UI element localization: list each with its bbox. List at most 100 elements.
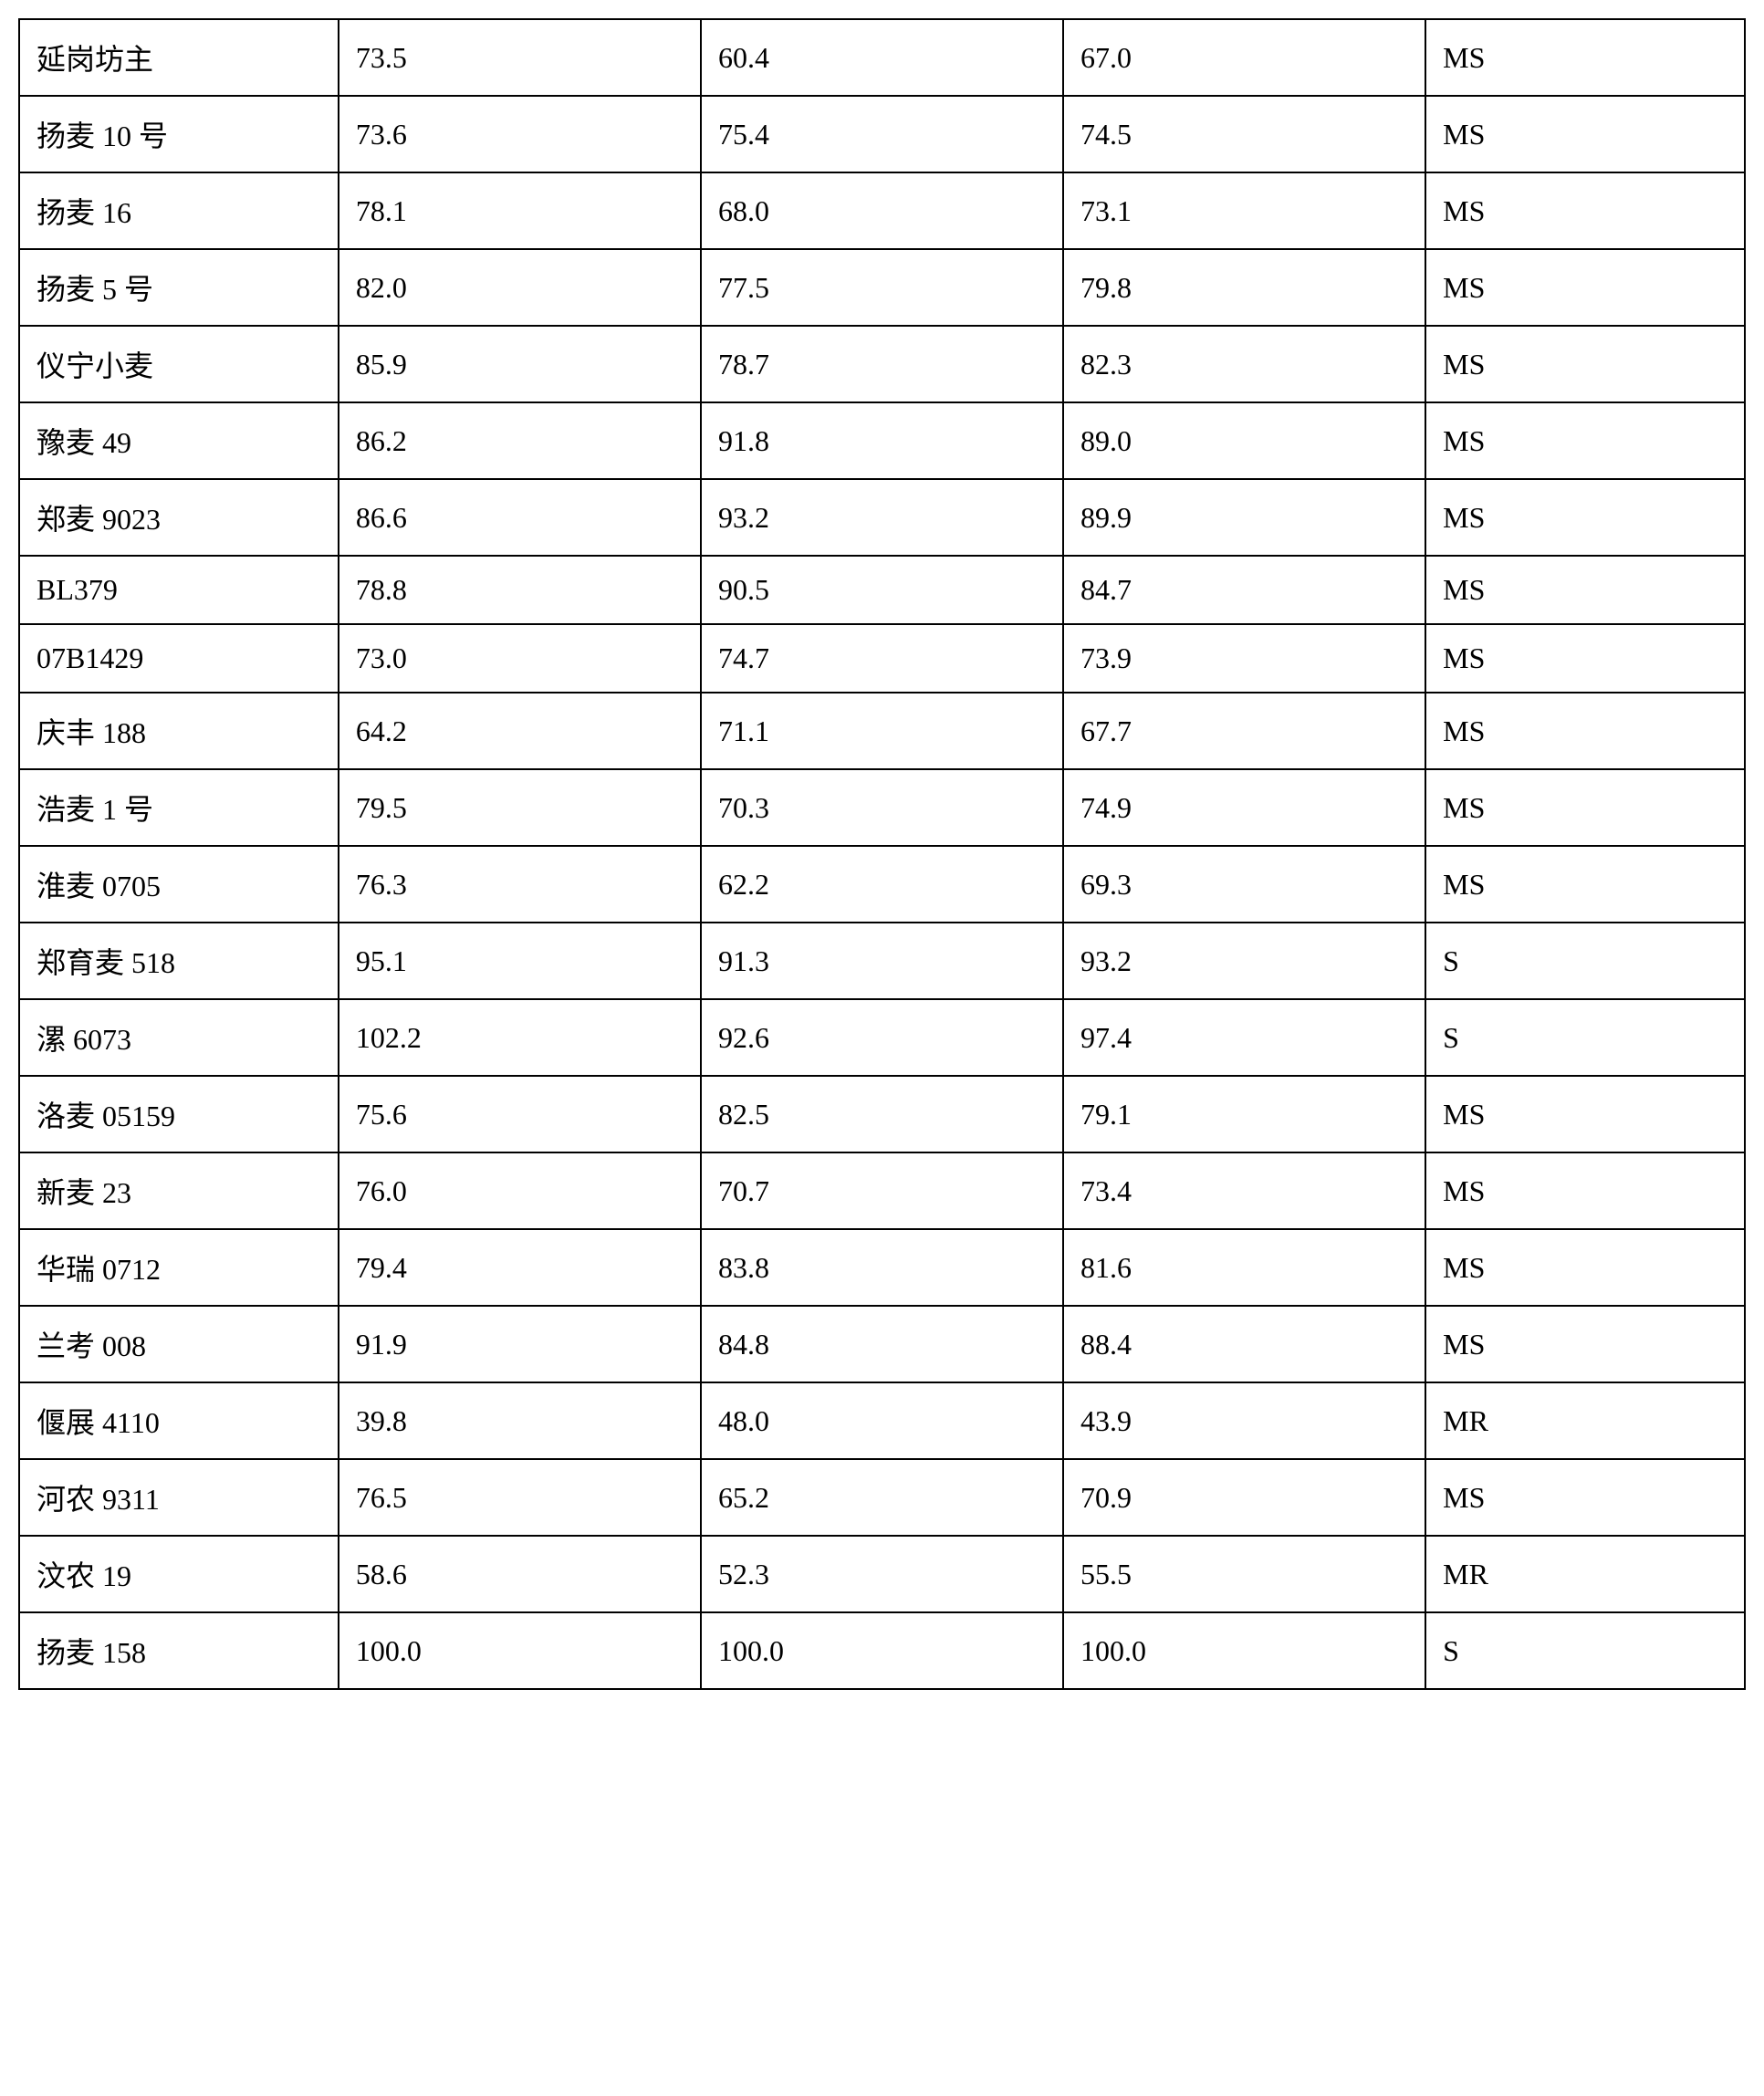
value2-cell: 93.2 (701, 479, 1063, 556)
table-row: 淮麦 070576.362.269.3MS (19, 846, 1745, 923)
name-cell: 华瑞 0712 (19, 1229, 339, 1306)
value1-cell: 95.1 (339, 923, 701, 999)
rating-cell: MS (1425, 769, 1745, 846)
rating-cell: MS (1425, 402, 1745, 479)
table-row: 兰考 00891.984.888.4MS (19, 1306, 1745, 1382)
value3-cell: 67.0 (1063, 19, 1425, 96)
value2-cell: 84.8 (701, 1306, 1063, 1382)
value1-cell: 102.2 (339, 999, 701, 1076)
table-row: 郑育麦 51895.191.393.2S (19, 923, 1745, 999)
value3-cell: 79.8 (1063, 249, 1425, 326)
value3-cell: 84.7 (1063, 556, 1425, 624)
rating-cell: MS (1425, 96, 1745, 172)
table-row: 浩麦 1 号79.570.374.9MS (19, 769, 1745, 846)
value3-cell: 88.4 (1063, 1306, 1425, 1382)
value2-cell: 91.3 (701, 923, 1063, 999)
name-cell: 偃展 4110 (19, 1382, 339, 1459)
name-cell: 漯 6073 (19, 999, 339, 1076)
rating-cell: MS (1425, 172, 1745, 249)
name-cell: 淮麦 0705 (19, 846, 339, 923)
table-row: 延岗坊主73.560.467.0MS (19, 19, 1745, 96)
rating-cell: MR (1425, 1536, 1745, 1612)
value3-cell: 93.2 (1063, 923, 1425, 999)
table-row: 豫麦 4986.291.889.0MS (19, 402, 1745, 479)
name-cell: 洛麦 05159 (19, 1076, 339, 1152)
value1-cell: 78.1 (339, 172, 701, 249)
table-row: 扬麦 10 号73.675.474.5MS (19, 96, 1745, 172)
name-cell: 河农 9311 (19, 1459, 339, 1536)
rating-cell: MS (1425, 1229, 1745, 1306)
value1-cell: 58.6 (339, 1536, 701, 1612)
value2-cell: 77.5 (701, 249, 1063, 326)
value3-cell: 100.0 (1063, 1612, 1425, 1689)
value2-cell: 74.7 (701, 624, 1063, 693)
value1-cell: 73.0 (339, 624, 701, 693)
table-row: 庆丰 18864.271.167.7MS (19, 693, 1745, 769)
table-row: 洛麦 0515975.682.579.1MS (19, 1076, 1745, 1152)
rating-cell: MS (1425, 846, 1745, 923)
value1-cell: 39.8 (339, 1382, 701, 1459)
value3-cell: 79.1 (1063, 1076, 1425, 1152)
value3-cell: 97.4 (1063, 999, 1425, 1076)
value3-cell: 67.7 (1063, 693, 1425, 769)
value3-cell: 55.5 (1063, 1536, 1425, 1612)
table-row: 华瑞 071279.483.881.6MS (19, 1229, 1745, 1306)
value1-cell: 73.5 (339, 19, 701, 96)
value1-cell: 100.0 (339, 1612, 701, 1689)
rating-cell: MS (1425, 1459, 1745, 1536)
rating-cell: S (1425, 999, 1745, 1076)
rating-cell: S (1425, 923, 1745, 999)
name-cell: 扬麦 5 号 (19, 249, 339, 326)
value2-cell: 92.6 (701, 999, 1063, 1076)
rating-cell: MS (1425, 326, 1745, 402)
table-row: 仪宁小麦85.978.782.3MS (19, 326, 1745, 402)
name-cell: 仪宁小麦 (19, 326, 339, 402)
name-cell: BL379 (19, 556, 339, 624)
value1-cell: 76.0 (339, 1152, 701, 1229)
name-cell: 扬麦 158 (19, 1612, 339, 1689)
name-cell: 庆丰 188 (19, 693, 339, 769)
value1-cell: 73.6 (339, 96, 701, 172)
value1-cell: 76.5 (339, 1459, 701, 1536)
rating-cell: MS (1425, 1306, 1745, 1382)
name-cell: 汶农 19 (19, 1536, 339, 1612)
table-body: 延岗坊主73.560.467.0MS扬麦 10 号73.675.474.5MS扬… (19, 19, 1745, 1689)
value1-cell: 86.6 (339, 479, 701, 556)
value1-cell: 91.9 (339, 1306, 701, 1382)
value2-cell: 91.8 (701, 402, 1063, 479)
name-cell: 新麦 23 (19, 1152, 339, 1229)
value1-cell: 85.9 (339, 326, 701, 402)
data-table: 延岗坊主73.560.467.0MS扬麦 10 号73.675.474.5MS扬… (18, 18, 1746, 1690)
value2-cell: 52.3 (701, 1536, 1063, 1612)
value3-cell: 74.5 (1063, 96, 1425, 172)
value3-cell: 43.9 (1063, 1382, 1425, 1459)
value3-cell: 74.9 (1063, 769, 1425, 846)
name-cell: 07B1429 (19, 624, 339, 693)
value3-cell: 82.3 (1063, 326, 1425, 402)
value2-cell: 68.0 (701, 172, 1063, 249)
value2-cell: 71.1 (701, 693, 1063, 769)
value3-cell: 89.0 (1063, 402, 1425, 479)
value1-cell: 76.3 (339, 846, 701, 923)
rating-cell: MS (1425, 556, 1745, 624)
name-cell: 郑育麦 518 (19, 923, 339, 999)
rating-cell: MS (1425, 19, 1745, 96)
value3-cell: 69.3 (1063, 846, 1425, 923)
table-row: 扬麦 1678.168.073.1MS (19, 172, 1745, 249)
rating-cell: MS (1425, 1076, 1745, 1152)
name-cell: 豫麦 49 (19, 402, 339, 479)
value2-cell: 82.5 (701, 1076, 1063, 1152)
table-row: 汶农 1958.652.355.5MR (19, 1536, 1745, 1612)
table-row: 郑麦 902386.693.289.9MS (19, 479, 1745, 556)
rating-cell: MS (1425, 693, 1745, 769)
value3-cell: 73.9 (1063, 624, 1425, 693)
value1-cell: 75.6 (339, 1076, 701, 1152)
value1-cell: 82.0 (339, 249, 701, 326)
value1-cell: 86.2 (339, 402, 701, 479)
name-cell: 延岗坊主 (19, 19, 339, 96)
table-row: 新麦 2376.070.773.4MS (19, 1152, 1745, 1229)
value2-cell: 100.0 (701, 1612, 1063, 1689)
rating-cell: MS (1425, 624, 1745, 693)
rating-cell: MR (1425, 1382, 1745, 1459)
rating-cell: MS (1425, 249, 1745, 326)
